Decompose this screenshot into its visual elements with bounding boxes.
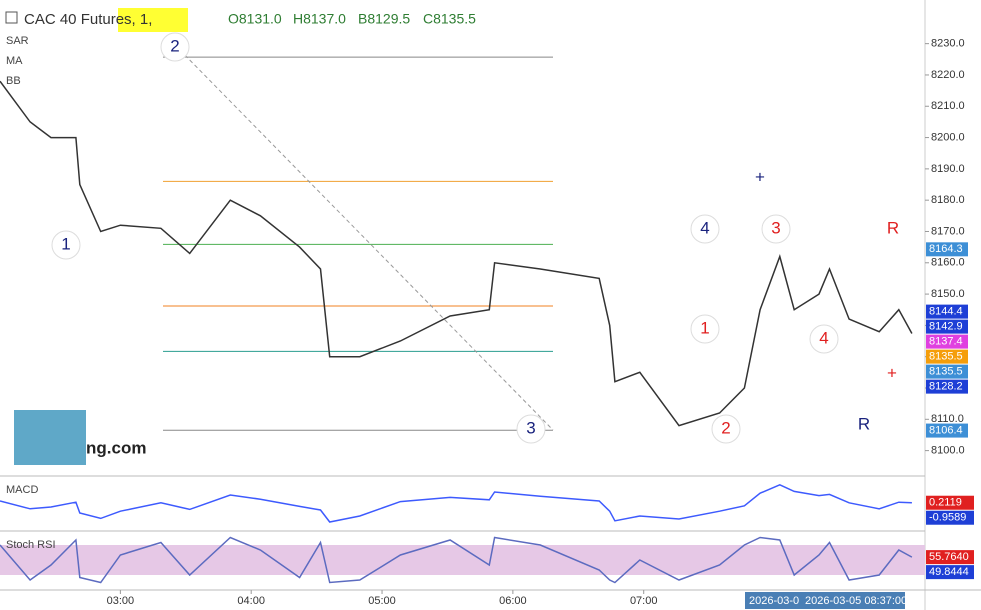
price-tag [926,349,968,364]
y-tick-label: 8230.0 [931,38,965,50]
indicator-label[interactable]: MA [6,55,23,67]
wave-label: 3 [771,218,780,237]
wave-label: 4 [700,218,709,237]
wave-label: + [755,167,765,186]
wave-label: 2 [170,36,179,55]
value-tag [926,510,974,525]
value-tag [926,550,974,565]
wave-label: R [858,414,870,433]
wave-label: R [887,218,899,237]
y-tick-label: 8180.0 [931,194,965,206]
price-tag-label: 8135.5 [929,351,963,363]
stoch-band [0,545,925,575]
y-tick-label: 8150.0 [931,288,965,300]
x-tick-label: 05:00 [368,595,396,607]
wave-circle [516,414,546,444]
price-tag-label: 8144.4 [929,306,963,318]
price-tag [926,304,968,319]
x-tick-label: 03:00 [107,595,135,607]
price-tag [926,364,968,379]
price-tag-label: 8106.4 [929,424,963,436]
price-tag [926,242,968,257]
crosshair-date: 2026-03-0 [749,595,799,607]
trend-line [174,44,554,431]
ohlc-value: O8131.0 [228,11,282,27]
price-tag [926,423,968,438]
stoch-label: Stoch RSI [6,539,56,551]
wave-label: + [887,363,897,382]
macd-label: MACD [6,484,38,496]
price-tag [926,379,968,394]
price-tag-label: 8128.2 [929,381,963,393]
macd-line [0,483,912,523]
x-tick-label: 04:00 [237,595,265,607]
wave-circle [690,314,720,344]
y-tick-label: 8200.0 [931,131,965,143]
ohlc-value: C8135.5 [423,11,476,27]
price-tag [926,334,968,349]
ohlc-value: H8137.0 [293,11,346,27]
symbol[interactable]: CAC 40 Futures, 1, [24,11,152,28]
ohlc-value: B8129.5 [358,11,410,27]
x-tick-label: 06:00 [499,595,527,607]
price-tag-label: 8142.9 [929,321,963,333]
wave-circle [711,414,741,444]
value-tag [926,565,974,580]
wave-label: 2 [721,418,730,437]
value-tag-label: 49.8444 [929,566,969,578]
value-tag [926,495,974,510]
price-tag-label: 8137.4 [929,336,963,348]
y-tick-label: 8190.0 [931,163,965,175]
crosshair-datetime: 2026-03-05 08:37:00 [805,595,907,607]
wave-circle [160,32,190,62]
highlight [118,8,188,32]
wave-label: 3 [526,418,535,437]
indicator-label[interactable]: BB [6,75,21,87]
logo [14,410,86,465]
price-tag-label: 8135.5 [929,366,963,378]
wave-label: 4 [819,328,828,347]
y-tick-label: 8220.0 [931,69,965,81]
value-tag-label: -0.9589 [929,512,966,524]
y-tick-label: 8210.0 [931,100,965,112]
value-tag-label: 0.2119 [929,497,962,509]
y-tick-label: 8110.0 [931,413,964,425]
y-tick-label: 8170.0 [931,225,965,237]
wave-circle [690,214,720,244]
logo-text: ng.com [86,438,146,457]
value-tag-label: 55.7640 [929,551,969,563]
x-tick-label: 07:00 [630,595,658,607]
price-tag [926,319,968,334]
wave-label: 1 [700,318,709,337]
y-tick-label: 8100.0 [931,445,965,457]
y-tick-label: 8160.0 [931,257,965,269]
price-tag-label: 8164.3 [929,243,963,255]
indicator-label[interactable]: SAR [6,35,29,47]
wave-circle [761,214,791,244]
collapse-icon[interactable] [5,11,18,24]
wave-circle [51,230,81,260]
wave-label: 1 [61,234,70,253]
crosshair-box [745,592,905,609]
wave-circle [809,324,839,354]
stoch-line [0,536,913,584]
price-line [0,80,913,427]
